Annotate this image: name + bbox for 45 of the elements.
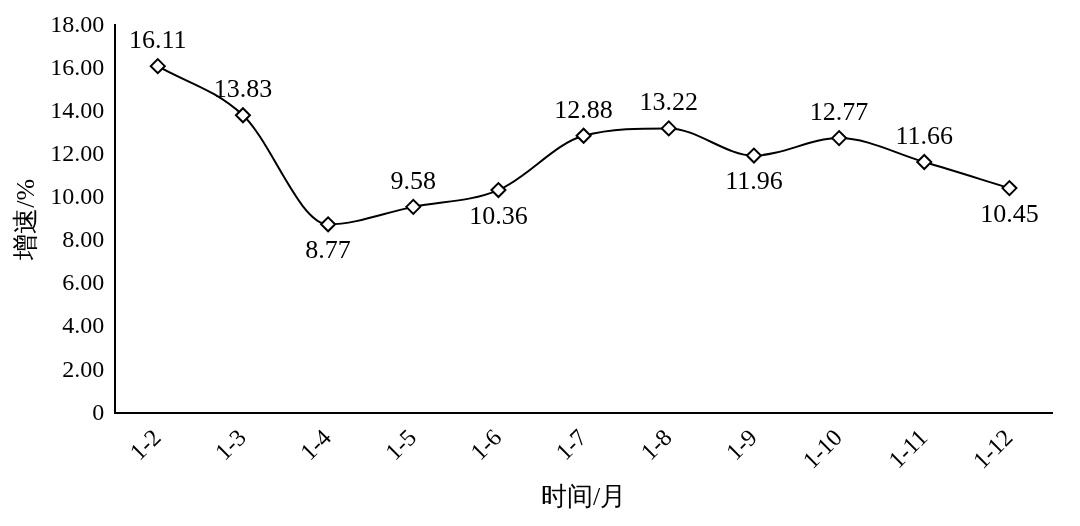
- y-axis-title: 增速/%: [11, 178, 41, 261]
- x-tick-label: 1-6: [465, 424, 507, 466]
- y-tick-label: 0: [92, 398, 105, 425]
- x-axis-title: 时间/月: [540, 482, 627, 512]
- data-label: 9.58: [390, 165, 437, 195]
- x-tick-label: 1-8: [635, 424, 677, 466]
- y-tick-label: 2.00: [62, 355, 105, 382]
- point: [149, 58, 166, 75]
- x-tick-label: 1-5: [380, 424, 422, 466]
- y-tick-label: 18.00: [50, 10, 105, 37]
- x-tick-label: 1-4: [295, 424, 337, 466]
- point: [575, 127, 592, 144]
- x-tick-label: 1-7: [550, 424, 592, 466]
- x-tick-label: 1-12: [967, 424, 1018, 474]
- data-label: 13.83: [213, 74, 273, 104]
- data-label: 13.22: [639, 87, 699, 117]
- point: [490, 182, 507, 199]
- data-label: 10.36: [469, 200, 528, 230]
- x-tick-label: 1-11: [883, 424, 933, 473]
- x-tick-label: 1-3: [209, 424, 251, 466]
- point: [405, 198, 422, 215]
- y-tick-label: 12.00: [50, 140, 105, 167]
- point: [320, 216, 337, 233]
- y-tick-label: 14.00: [50, 96, 105, 123]
- y-tick-label: 8.00: [62, 226, 105, 253]
- point: [234, 107, 251, 124]
- x-tick-label: 1-9: [720, 424, 762, 466]
- data-label: 10.45: [980, 198, 1039, 228]
- y-tick-label: 10.00: [50, 183, 105, 210]
- data-label: 11.66: [895, 120, 954, 150]
- point: [831, 130, 848, 147]
- data-label: 12.77: [809, 96, 869, 126]
- point: [745, 147, 762, 164]
- x-tick-label: 1-10: [797, 424, 848, 474]
- data-label: 16.11: [129, 24, 187, 54]
- data-label: 12.88: [554, 94, 613, 124]
- y-tick-label: 4.00: [62, 312, 105, 339]
- y-tick-label: 6.00: [62, 269, 105, 296]
- point: [1001, 180, 1018, 197]
- data-label: 11.96: [725, 166, 783, 196]
- point: [660, 120, 677, 137]
- point: [916, 154, 933, 171]
- y-tick-label: 16.00: [50, 53, 105, 80]
- data-label: 8.77: [305, 235, 351, 265]
- x-tick-label: 1-2: [124, 424, 166, 466]
